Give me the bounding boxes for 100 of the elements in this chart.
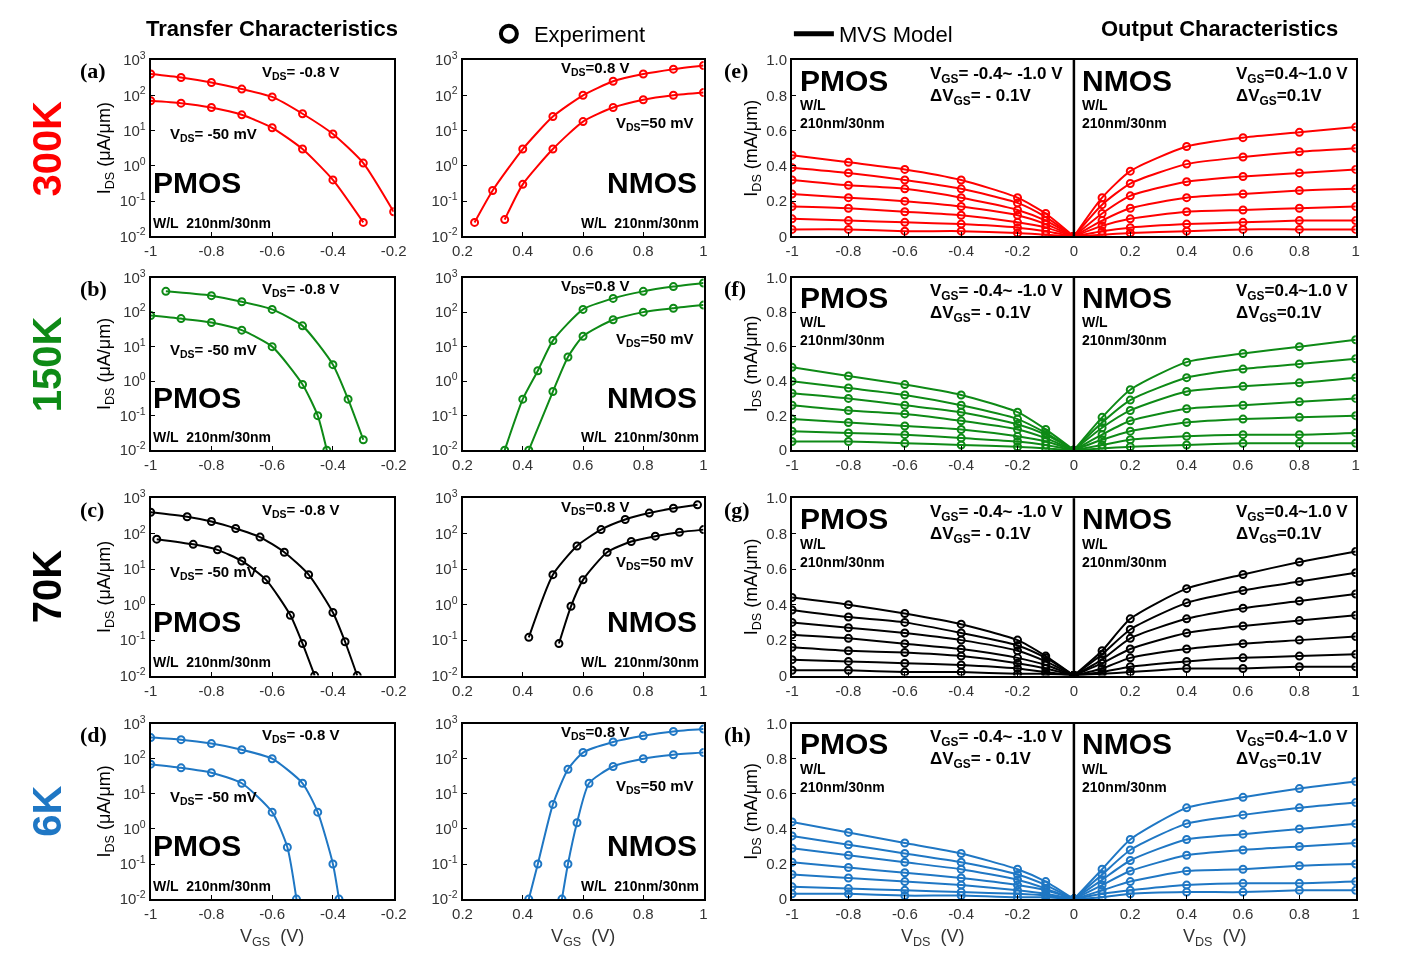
y-tick-label: 10$^{0}$ [123,370,146,390]
annotation: W/L 210nm/30nm [1082,536,1167,571]
x-tick-label: -0.8 [835,681,862,699]
y-tick-label: 10$^{1}$ [434,782,458,803]
text: 150K [25,316,70,413]
y-tick-label: 0 [778,666,788,684]
series-label: V$_{DS}$=0.8 V [561,277,630,297]
annotation: PMOS [153,605,242,638]
x-tick-label: 0.4 [1176,242,1198,260]
x-tick-label: 0.8 [632,242,654,260]
y-tick-label: 10$^{2}$ [434,84,458,104]
annotation: W/L 210nm/30nm [153,429,272,445]
x-tick-label: -0.4 [319,456,346,474]
x-tick-label: -0.4 [319,905,346,923]
chart-title: Transfer Characteristics [146,16,398,41]
x-tick-label: 0.4 [1176,681,1198,699]
x-tick-label: -0.2 [1004,456,1031,474]
annotation: W/L 210nm/30nm [800,314,885,349]
y-tick-label: 10$^{-2}$ [119,439,146,459]
y-tick-label: 10$^{3}$ [123,48,146,69]
y-tick-label: 10$^{3}$ [434,712,458,732]
x-tick-label: -0.8 [835,905,862,923]
x-tick-label: -0.8 [198,905,225,923]
x-tick-label: 0.6 [1232,681,1254,699]
y-tick-label: 10$^{2}$ [434,747,458,767]
y-tick-label: 1.0 [766,714,788,732]
series-label: V$_{DS}$=50 mV [616,114,694,134]
x-tick-label: 1 [1351,242,1360,260]
y-tick-label: 0.8 [766,749,788,767]
annotation: NMOS [607,381,697,414]
y-tick-label: 10$^{3}$ [434,266,458,286]
series-label: V$_{DS}$=0.8 V [561,498,630,518]
annotation: V$_{GS}$= -0.4~ -1.0 V ΔV$_{GS}$= - 0.1V [930,502,1064,546]
series-label: V$_{DS}$=50 mV [616,330,694,350]
x-tick-label: -0.4 [948,905,975,923]
annotation: W/L 210nm/30nm [153,878,272,894]
y-tick-label: 0.8 [766,303,788,321]
y-tick-label: 10$^{2}$ [123,301,146,321]
x-tick-label: 1 [699,905,708,923]
annotation: W/L 210nm/30nm [581,654,700,670]
x-tick-label: -0.4 [319,681,346,699]
y-tick-label: 0.4 [766,372,788,390]
text: (g) [724,497,750,522]
y-tick-label: 10$^{1}$ [123,335,146,355]
x-tick-label: 0.2 [1119,242,1141,260]
x-tick-label: 1 [699,242,708,260]
x-tick-label: -0.2 [1004,905,1031,923]
annotation: PMOS [800,502,889,535]
y-tick-label: 10$^{2}$ [123,522,146,542]
y-tick-label: 10$^{1}$ [123,119,146,139]
x-tick-label: 1 [1351,456,1360,474]
y-tick-label: 0 [778,441,788,459]
text: V$_{DS}$ (V) [1183,926,1247,949]
y-tick-label: 0.2 [766,192,788,210]
x-tick-label: -0.4 [319,242,346,260]
text: (e) [724,58,749,83]
annotation: NMOS [1082,64,1172,97]
x-tick-label: -0.8 [198,456,225,474]
y-tick-label: 10$^{1}$ [123,558,146,578]
annotation: W/L 210nm/30nm [581,215,700,231]
x-tick-label: 0.8 [632,456,654,474]
text: 70K [25,549,70,624]
y-tick-label: 10$^{-1}$ [119,852,146,873]
y-tick-label: 10$^{-1}$ [431,852,458,873]
y-tick-label: 10$^{0}$ [434,370,458,390]
annotation: PMOS [153,381,242,414]
x-tick-label: -0.8 [198,681,225,699]
annotation: W/L 210nm/30nm [1082,761,1167,796]
y-tick-label: 0.2 [766,406,788,424]
y-tick-label: 10$^{3}$ [434,487,458,507]
y-tick-label: 10$^{3}$ [123,266,146,286]
x-tick-label: -1 [144,905,158,923]
x-tick-label: 0.2 [1119,456,1141,474]
y-tick-label: 1.0 [766,51,788,69]
x-tick-label: -1 [144,456,158,474]
x-tick-label: 0.4 [1176,905,1198,923]
x-tick-label: 0.8 [632,905,654,923]
x-tick-label: 0.2 [1119,905,1141,923]
y-tick-label: 10$^{3}$ [123,712,146,732]
text: (f) [724,276,746,301]
annotation: V$_{GS}$=0.4~1.0 V ΔV$_{GS}$=0.1V [1236,64,1349,108]
x-tick-label: 0.8 [1288,905,1310,923]
x-tick-label: 0.2 [452,242,473,260]
y-tick-label: 0 [778,890,788,908]
x-tick-label: 0 [1069,681,1079,699]
x-axis-title: V$_{DS}$ (V) [901,926,965,949]
y-tick-label: 10$^{-1}$ [119,190,146,210]
x-tick-label: -0.6 [259,681,286,699]
annotation: W/L 210nm/30nm [1082,97,1167,132]
y-tick-label: 1.0 [766,489,788,507]
x-tick-label: 1 [1351,681,1360,699]
x-tick-label: -0.6 [891,242,918,260]
text: (d) [80,722,107,747]
x-tick-label: 0 [1069,242,1079,260]
x-tick-label: 0.8 [1288,456,1310,474]
annotation: W/L 210nm/30nm [1082,314,1167,349]
y-tick-label: 10$^{3}$ [434,48,458,69]
x-tick-label: -0.2 [380,905,407,923]
annotation: PMOS [153,166,242,199]
y-tick-label: 10$^{0}$ [123,817,146,838]
